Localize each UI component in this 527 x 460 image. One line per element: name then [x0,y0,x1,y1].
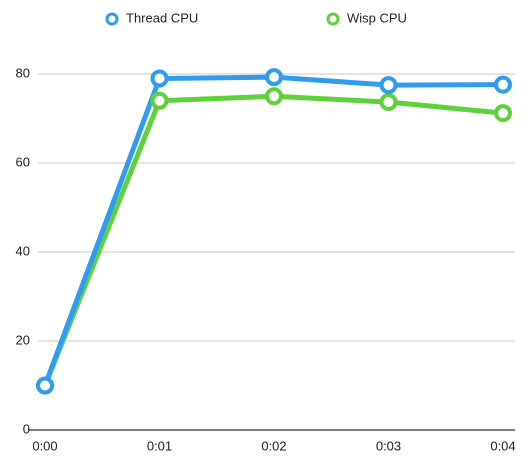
x-tick-label: 0:02 [261,438,286,453]
data-point [265,87,283,106]
legend-label: Thread CPU [126,10,198,25]
x-tick-label: 0:01 [147,438,172,453]
series-line [42,93,504,387]
data-point [150,91,169,110]
y-tick-label: 40 [16,243,30,258]
legend-marker [105,12,119,26]
data-point [379,93,398,112]
x-tick-label: 0:03 [376,438,401,453]
y-tick-label: 0 [23,421,30,436]
y-tick-label: 80 [16,65,30,80]
legend-label: Wisp CPU [347,10,407,25]
data-point [494,75,512,94]
y-tick-label: 60 [16,154,30,169]
series-line [42,74,504,387]
data-point [36,376,54,395]
data-point [150,69,169,88]
x-tick-label: 0:04 [490,438,515,453]
legend-marker [326,12,340,26]
data-point [494,104,512,123]
y-tick-label: 20 [16,332,30,347]
x-tick-label: 0:00 [32,438,57,453]
data-point [265,68,283,87]
data-point [379,76,398,95]
